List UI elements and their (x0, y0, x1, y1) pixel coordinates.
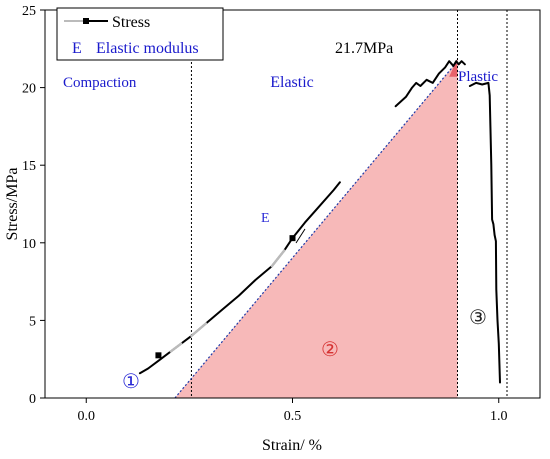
stress-highlight-1 (169, 342, 183, 353)
x-axis-label: Strain/ % (262, 437, 322, 454)
stress-series-segment-3 (468, 81, 501, 384)
region-label-elastic: Elastic (270, 74, 314, 91)
y-tick-label-1: 0 (29, 392, 36, 407)
y-tick-label-3: 10 (22, 237, 36, 252)
legend: Stress E Elastic modulus (56, 7, 224, 61)
y-axis-label: Stress/MPa (4, 168, 21, 241)
stress-marker-1 (155, 352, 162, 359)
stress-series-segment-1 (138, 181, 341, 375)
region-label-compaction: Compaction (63, 75, 137, 91)
fill-layer (174, 58, 458, 398)
y-tick-label-2: 5 (29, 314, 36, 329)
guide-lines-layer (174, 10, 508, 399)
y-tick-label-5: 20 (22, 82, 36, 97)
elastic-modulus-e-label: E (261, 211, 270, 226)
circled-label-2: ② (321, 339, 339, 361)
axis-ticks-layer: 0.0 0.5 1.0 0 5 10 15 20 25 (22, 4, 508, 424)
x-tick-label-3: 1.0 (490, 409, 508, 424)
series-layer (138, 60, 501, 384)
circled-label-3: ③ (469, 307, 487, 329)
stress-highlight-2 (190, 322, 208, 338)
legend-box (56, 7, 224, 61)
x-tick-label-1: 0.0 (78, 409, 96, 424)
legend-elastic-modulus-label: Elastic modulus (96, 40, 199, 57)
peak-region-marker (449, 58, 458, 77)
y-tick-label-6: 25 (22, 4, 36, 19)
shaded-elastic-region (174, 61, 458, 398)
stress-marker-2 (289, 235, 296, 242)
legend-stress-label: Stress (112, 14, 150, 31)
legend-e-symbol: E (72, 40, 82, 57)
y-tick-label-4: 15 (22, 159, 36, 174)
e-pointer-tick (295, 228, 306, 244)
stress-highlight-3 (270, 249, 286, 268)
x-tick-label-2: 0.5 (284, 409, 302, 424)
circled-label-1: ① (122, 371, 140, 393)
peak-stress-label: 21.7MPa (335, 40, 393, 57)
stress-series-segment-2 (394, 60, 466, 108)
legend-stress-marker (83, 18, 89, 24)
elastic-modulus-line (174, 60, 458, 399)
region-label-plastic: Plastic (458, 69, 498, 85)
